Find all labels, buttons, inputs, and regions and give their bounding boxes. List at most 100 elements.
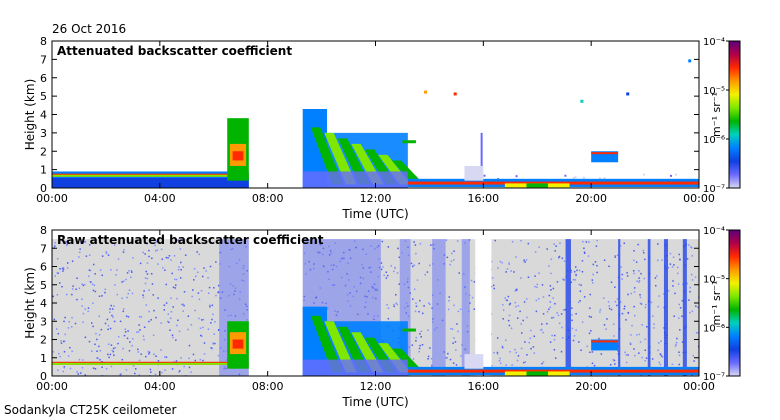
noise-speck	[146, 262, 149, 264]
low-cloud-green	[526, 371, 549, 376]
noise-speck	[450, 327, 452, 330]
x-tick-label: 16:00	[467, 192, 499, 205]
noise-speck	[691, 279, 694, 281]
noise-speck	[541, 284, 544, 286]
noise-speck	[128, 270, 130, 272]
noise-speck	[630, 292, 633, 295]
noise-speck	[594, 261, 597, 263]
noise-speck	[496, 337, 499, 339]
noise-speck	[74, 322, 77, 325]
noise-speck	[542, 331, 544, 334]
noise-speck	[626, 275, 629, 277]
noise-speck	[175, 339, 177, 341]
noise-speck	[132, 338, 134, 340]
noise-speck	[574, 266, 577, 268]
noise-speck	[218, 329, 220, 331]
y-tick-label: 4	[40, 297, 47, 310]
noise-speck	[614, 256, 617, 258]
y-tick-label: 5	[40, 90, 47, 103]
noise-speck	[614, 255, 616, 257]
noise-speck	[182, 266, 184, 268]
noise-speck	[540, 329, 542, 331]
noise-speck	[691, 374, 693, 376]
noise-speck	[660, 340, 662, 342]
noise-speck	[57, 332, 60, 335]
noise-speck	[678, 253, 680, 256]
noise-speck	[562, 278, 564, 280]
noise-speck	[524, 361, 527, 363]
noise-speck	[383, 274, 385, 277]
noise-speck	[213, 333, 216, 335]
noise-speck	[581, 260, 584, 262]
noise-speck	[107, 328, 109, 331]
noise-speck	[613, 359, 616, 362]
noise-speck	[69, 346, 71, 349]
noise-speck	[614, 363, 616, 365]
noise-speck	[592, 273, 594, 276]
x-tick-label: 04:00	[144, 192, 176, 205]
noise-speck	[57, 272, 59, 274]
sparse-echo	[582, 176, 585, 179]
noise-speck	[76, 371, 78, 373]
noise-speck	[563, 279, 565, 281]
noise-speck	[396, 272, 399, 274]
noise-speck	[211, 347, 214, 350]
noise-speck	[167, 313, 170, 315]
noise-speck	[81, 305, 83, 307]
noise-speck	[122, 251, 125, 253]
noise-speck	[690, 273, 693, 276]
noise-speck	[387, 246, 390, 248]
noise-speck	[663, 293, 665, 295]
noise-speck	[58, 282, 61, 284]
noise-speck	[639, 296, 642, 299]
noise-speck	[672, 256, 675, 258]
colorbar-tick-label: 10⁻⁵	[703, 275, 725, 286]
noise-speck	[84, 241, 86, 243]
noise-speck	[635, 261, 638, 263]
noise-speck	[621, 278, 623, 280]
noise-speck	[123, 249, 125, 251]
noise-speck	[110, 365, 113, 368]
noise-speck	[183, 291, 186, 293]
noise-speck	[414, 310, 417, 313]
isolated-echo	[580, 99, 584, 103]
noise-speck	[130, 276, 132, 279]
noise-speck	[165, 283, 167, 286]
noise-speck	[562, 337, 564, 339]
noise-speck	[121, 297, 123, 300]
noise-speck	[555, 245, 557, 247]
noise-speck	[146, 273, 149, 275]
noise-speck	[525, 298, 528, 300]
noise-speck	[94, 368, 97, 370]
noise-speck	[633, 291, 636, 293]
noise-speck	[56, 272, 59, 274]
noise-speck	[148, 320, 150, 323]
noise-speck	[202, 359, 204, 362]
noise-speck	[84, 374, 87, 376]
noise-speck	[553, 334, 556, 337]
noise-speck	[505, 271, 507, 273]
noise-speck	[510, 270, 512, 272]
noise-speck	[499, 260, 502, 263]
noise-speck	[681, 341, 684, 343]
noise-speck	[573, 335, 576, 337]
noise-speck	[550, 258, 553, 261]
noise-speck	[209, 265, 212, 268]
noise-speck	[645, 303, 647, 306]
noise-speck	[200, 290, 203, 292]
noise-speck	[564, 308, 566, 311]
noise-speck	[124, 328, 126, 330]
noise-speck	[629, 343, 632, 345]
noise-speck	[562, 309, 565, 311]
noise-speck	[455, 349, 457, 351]
noise-speck	[137, 331, 140, 333]
noise-speck	[520, 240, 522, 242]
noise-speck	[695, 305, 697, 307]
noise-speck	[52, 295, 55, 298]
noise-speck	[395, 293, 397, 296]
noise-speck	[116, 269, 118, 271]
noise-speck	[415, 302, 417, 304]
noise-speck	[155, 250, 157, 252]
noise-speck	[517, 355, 520, 357]
noise-speck	[217, 284, 220, 287]
